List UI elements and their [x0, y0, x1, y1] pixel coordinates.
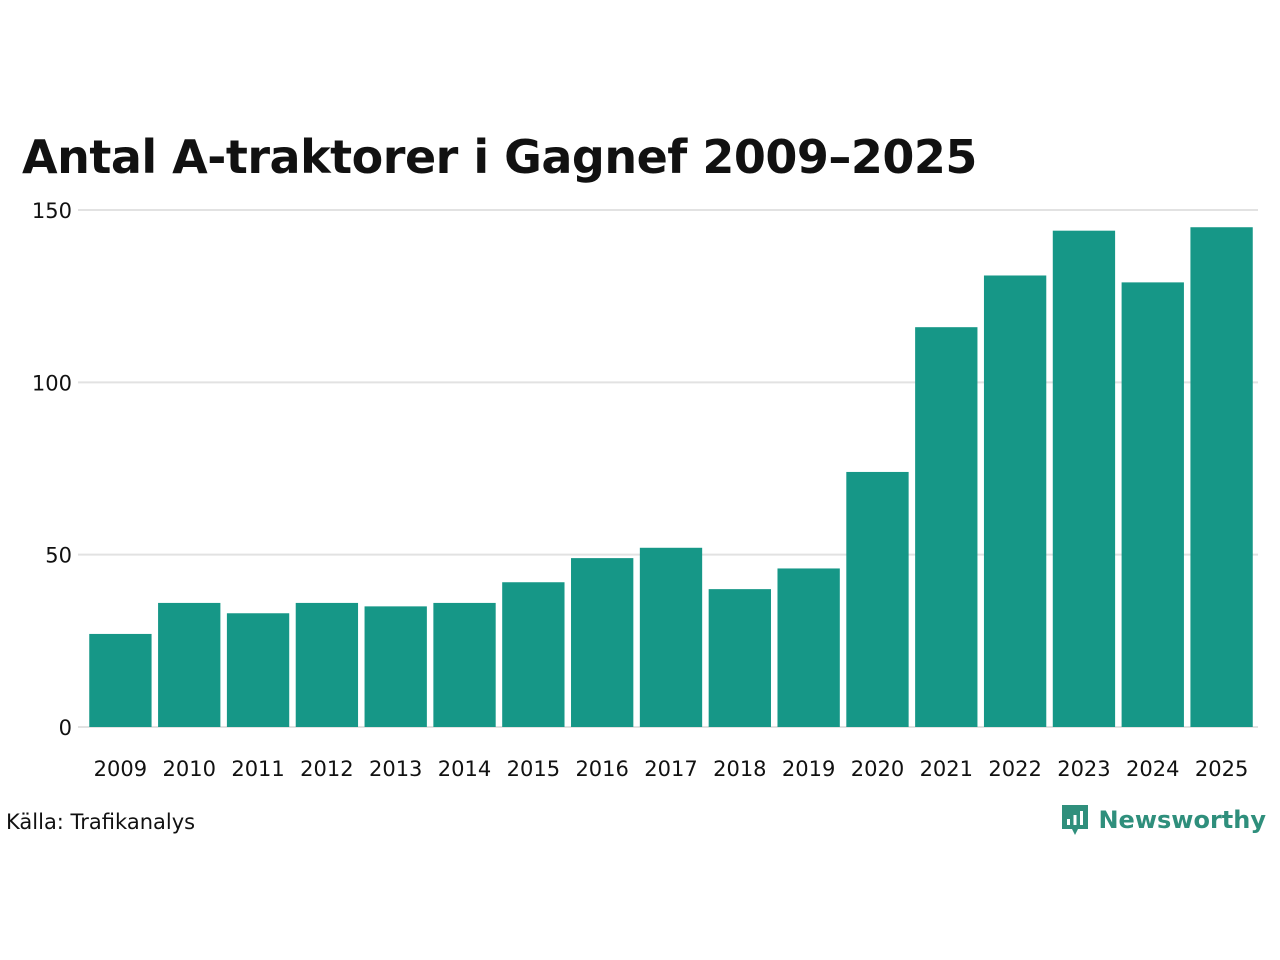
chart-title: Antal A-traktorer i Gagnef 2009–2025 — [22, 130, 977, 184]
x-tick-label-2016: 2016 — [575, 757, 628, 781]
bar-2009 — [89, 633, 152, 727]
x-tick-label-2024: 2024 — [1126, 757, 1179, 781]
bar-2021 — [915, 327, 978, 727]
x-tick-label-2025: 2025 — [1195, 757, 1248, 781]
bar-2022 — [983, 275, 1047, 727]
bar-2018 — [708, 589, 771, 727]
bar-2025 — [1190, 227, 1253, 727]
brand-name: Newsworthy — [1098, 806, 1266, 834]
x-tick-label-2017: 2017 — [644, 757, 697, 781]
y-tick-label-50: 50 — [45, 544, 72, 568]
bars — [89, 227, 1253, 727]
x-tick-label-2023: 2023 — [1057, 757, 1110, 781]
y-tick-label-0: 0 — [59, 716, 72, 740]
bar-2011 — [226, 613, 290, 727]
x-tick-label-2018: 2018 — [713, 757, 766, 781]
bar-2024 — [1121, 282, 1184, 727]
x-tick-label-2021: 2021 — [920, 757, 973, 781]
brand-logo: Newsworthy — [1060, 803, 1266, 837]
y-tick-label-150: 150 — [32, 199, 72, 223]
bar-2012 — [295, 602, 359, 727]
newsworthy-logo-icon — [1062, 805, 1089, 835]
bar-2010 — [158, 602, 221, 727]
x-tick-label-2011: 2011 — [231, 757, 284, 781]
x-tick-label-2020: 2020 — [851, 757, 904, 781]
bar-2015 — [502, 582, 565, 727]
bar-2014 — [433, 602, 496, 727]
bar-2016 — [571, 558, 634, 727]
x-tick-label-2022: 2022 — [988, 757, 1041, 781]
x-tick-label-2014: 2014 — [438, 757, 491, 781]
y-tick-label-100: 100 — [32, 371, 72, 395]
y-axis-ticks: 0 50 100 150 — [32, 199, 72, 740]
bar-2017 — [639, 547, 703, 727]
x-tick-label-2013: 2013 — [369, 757, 422, 781]
x-tick-label-2019: 2019 — [782, 757, 835, 781]
bar-2020 — [846, 471, 909, 727]
source-note: Källa: Trafikanalys — [6, 810, 196, 834]
bar-2023 — [1052, 230, 1116, 727]
bar-2019 — [777, 568, 840, 727]
x-tick-label-2010: 2010 — [163, 757, 216, 781]
bar-2013 — [364, 606, 427, 727]
x-tick-label-2009: 2009 — [94, 757, 147, 781]
x-tick-label-2015: 2015 — [507, 757, 560, 781]
x-axis-ticks: 2009 2010 2011 2012 2013 2014 2015 2016 2017 2018… — [94, 757, 1249, 781]
x-tick-label-2012: 2012 — [300, 757, 353, 781]
